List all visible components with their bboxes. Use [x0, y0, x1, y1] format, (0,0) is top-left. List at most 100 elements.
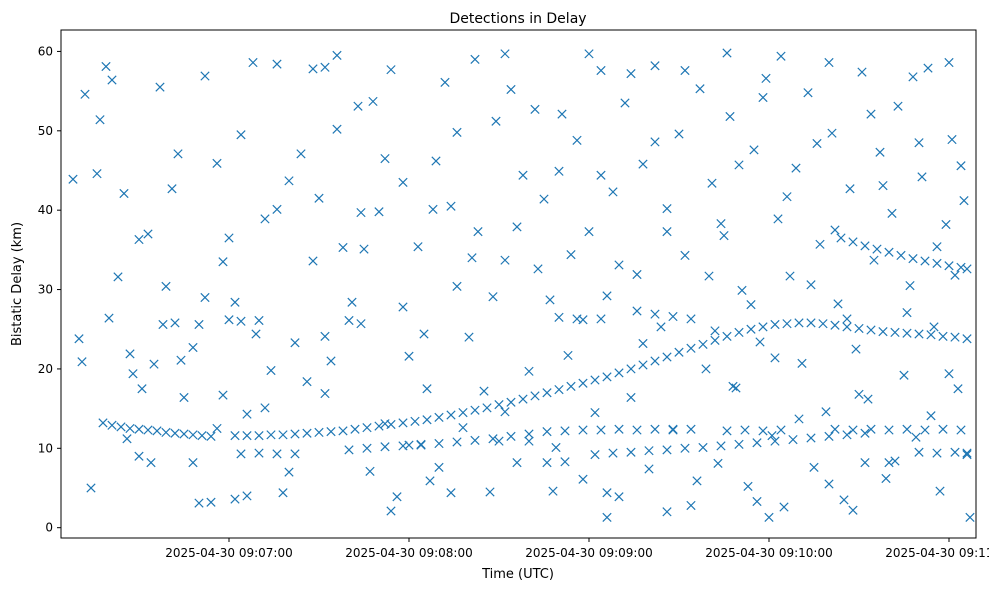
detection-point	[332, 50, 342, 61]
detection-point	[695, 84, 705, 94]
detection-point	[944, 261, 954, 271]
x-tick-label: 2025-04-30 09:11:00	[885, 546, 989, 560]
detection-point	[338, 242, 348, 253]
detection-point	[542, 388, 552, 398]
detection-point	[452, 127, 462, 138]
detection-point	[251, 329, 261, 339]
detection-point	[482, 403, 492, 413]
detection-point	[743, 481, 753, 492]
detection-point	[218, 390, 228, 400]
detection-point	[170, 428, 180, 438]
detection-point	[173, 149, 183, 159]
detection-point	[590, 407, 600, 418]
detection-point	[848, 425, 858, 435]
detection-point	[758, 92, 768, 103]
detection-point	[137, 384, 147, 394]
detection-point	[434, 462, 444, 472]
detection-point	[524, 366, 534, 376]
detection-point	[206, 497, 216, 507]
detection-point	[770, 319, 780, 330]
detection-point	[734, 160, 744, 170]
detection-point	[761, 73, 771, 84]
detection-point	[95, 115, 105, 125]
detection-point	[770, 436, 780, 446]
detection-point	[725, 111, 735, 122]
detection-point	[911, 432, 921, 442]
detection-point	[926, 411, 936, 421]
x-tick-label: 2025-04-30 09:07:00	[165, 546, 292, 560]
detection-point	[908, 253, 918, 264]
detection-point	[602, 372, 612, 382]
detection-point	[491, 116, 501, 126]
detection-point	[632, 425, 642, 435]
x-tick-label: 2025-04-30 09:09:00	[525, 546, 652, 560]
detection-point	[785, 271, 795, 281]
detection-point	[848, 505, 858, 515]
detection-point	[236, 316, 246, 326]
detection-point	[734, 439, 744, 449]
detection-point	[326, 356, 336, 366]
detection-point	[446, 410, 456, 420]
detection-point	[266, 365, 276, 376]
detection-point	[905, 280, 915, 291]
detection-point	[467, 253, 477, 263]
detection-point	[578, 474, 588, 484]
detection-point	[506, 397, 516, 407]
detection-point	[212, 423, 222, 434]
detection-point	[200, 292, 210, 303]
detection-point	[962, 334, 972, 344]
detection-point	[851, 344, 861, 354]
detection-point	[680, 250, 690, 261]
points-layer	[68, 48, 975, 522]
detection-point	[68, 174, 78, 184]
detection-point	[236, 130, 246, 140]
detection-point	[917, 172, 927, 182]
detection-point	[470, 435, 480, 445]
detection-point	[557, 109, 567, 119]
detection-point	[296, 149, 306, 159]
detection-point	[941, 219, 951, 230]
detection-point	[230, 297, 240, 307]
detection-point	[308, 64, 318, 74]
detection-point	[890, 327, 900, 338]
detection-point	[128, 369, 138, 379]
detection-point	[302, 428, 312, 438]
detection-point	[134, 234, 144, 245]
detection-point	[596, 65, 606, 76]
detection-point	[827, 128, 837, 138]
detection-point	[500, 49, 510, 59]
detection-point	[734, 327, 744, 338]
detection-point	[779, 502, 789, 512]
detection-point	[728, 381, 738, 392]
detection-point	[218, 257, 228, 267]
detection-point	[206, 431, 216, 442]
detection-point	[824, 57, 834, 68]
detection-point	[644, 464, 654, 474]
detection-point	[500, 255, 510, 265]
detection-point	[938, 424, 948, 434]
detection-point	[614, 424, 624, 434]
detection-point	[902, 424, 912, 434]
detection-point	[446, 488, 456, 498]
detection-point	[596, 170, 606, 180]
detection-point	[155, 82, 165, 92]
detection-point	[554, 384, 564, 395]
detection-point	[782, 192, 792, 202]
detection-point	[674, 129, 684, 139]
detection-point	[626, 447, 636, 457]
detection-point	[848, 237, 858, 247]
detection-point	[398, 418, 408, 428]
detection-point	[350, 424, 360, 434]
detection-point	[113, 272, 123, 282]
detection-point	[746, 300, 756, 310]
detection-point	[821, 407, 831, 417]
detection-point	[719, 230, 729, 241]
x-tick-label: 2025-04-30 09:10:00	[705, 546, 832, 560]
detection-point	[524, 429, 534, 439]
detection-point	[560, 426, 570, 436]
detection-point	[530, 391, 540, 401]
detection-point	[272, 204, 282, 215]
detection-point	[893, 101, 903, 111]
detection-point	[485, 487, 495, 497]
y-tick-label: 60	[38, 44, 53, 58]
